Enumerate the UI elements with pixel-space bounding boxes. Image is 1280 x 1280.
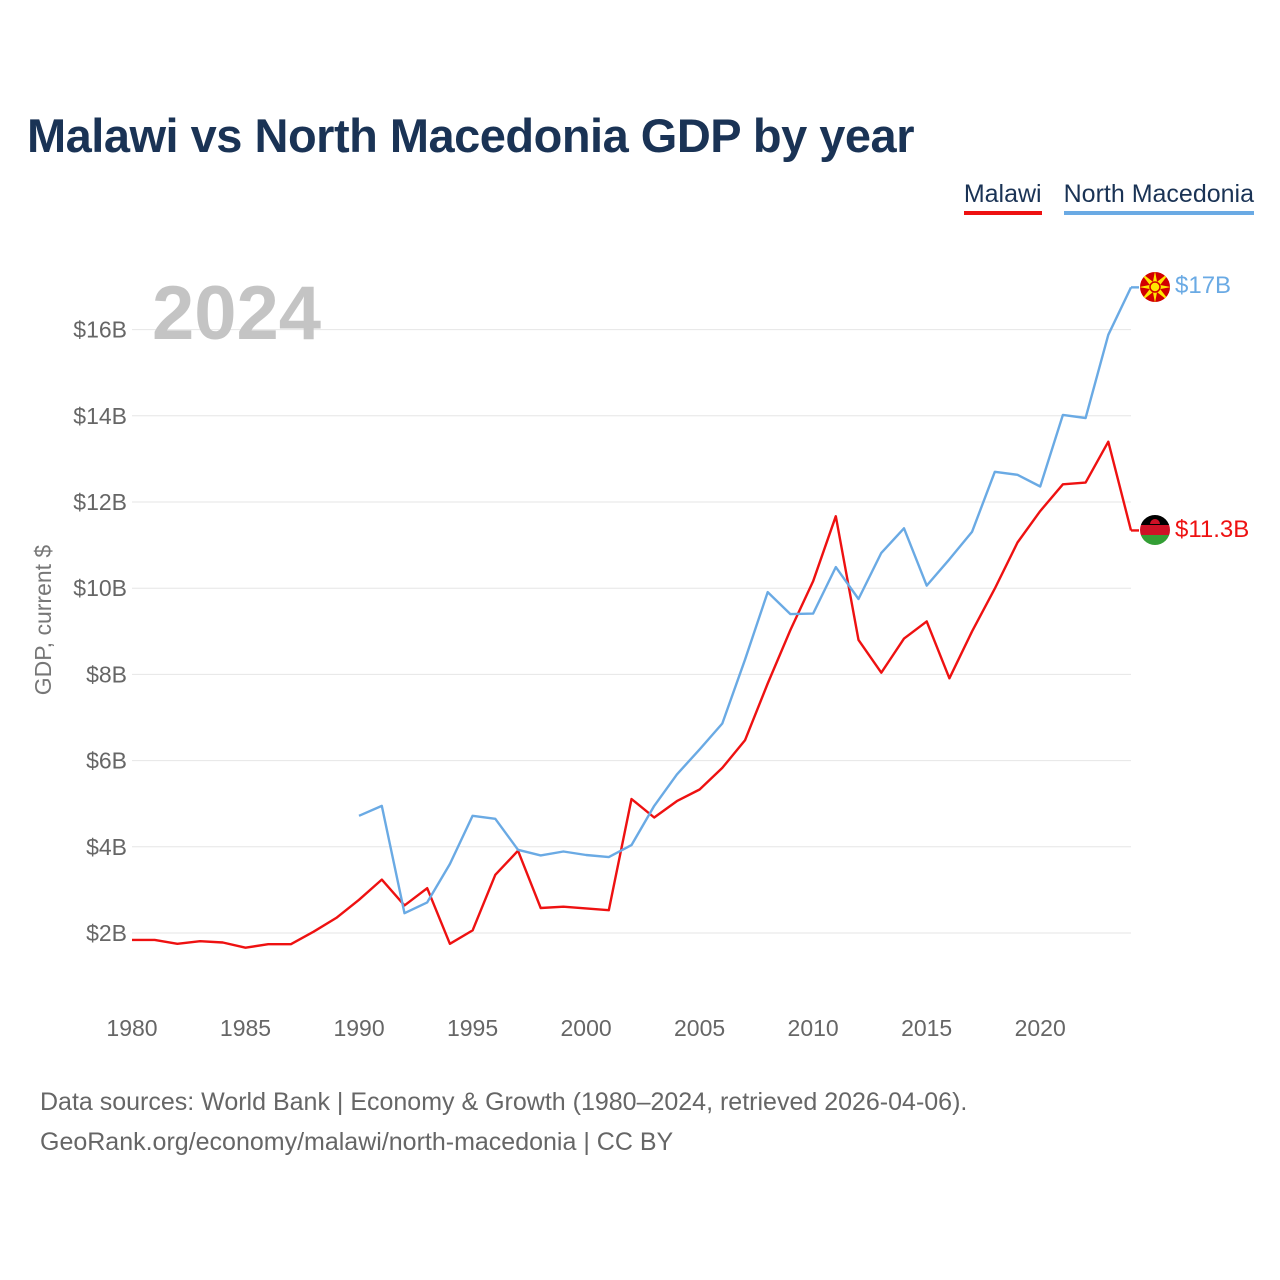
source-line-1: Data sources: World Bank | Economy & Gro… xyxy=(40,1088,968,1116)
y-axis-label: GDP, current $ xyxy=(30,545,56,696)
x-tick-label: 2000 xyxy=(561,1015,612,1041)
series-line-malawi[interactable] xyxy=(132,440,1133,949)
x-tick-label: 1990 xyxy=(333,1015,384,1041)
x-tick-label: 1995 xyxy=(447,1015,498,1041)
x-tick-label: 2015 xyxy=(901,1015,952,1041)
x-tick-label: 1980 xyxy=(106,1015,157,1041)
y-tick-label: $10B xyxy=(73,575,127,601)
north-macedonia-flag-icon xyxy=(1140,272,1170,302)
y-tick-label: $4B xyxy=(86,834,127,860)
series-line-north-macedonia[interactable] xyxy=(358,286,1133,915)
legend: Malawi North Macedonia xyxy=(963,180,1254,215)
source-line-2[interactable]: GeoRank.org/economy/malawi/north-macedon… xyxy=(40,1128,674,1156)
y-tick-label: $16B xyxy=(73,317,127,343)
gridlines xyxy=(132,329,1131,934)
overlay-year: 2024 xyxy=(152,271,321,356)
end-label-malawi: $11.3B xyxy=(1175,516,1249,543)
x-tick-label: 1985 xyxy=(220,1015,271,1041)
legend-item-north-macedonia[interactable]: North Macedonia xyxy=(1063,180,1254,215)
y-tick-label: $2B xyxy=(86,920,127,946)
y-axis-ticks: $2B $4B $6B $8B $10B $12B $14B $16B xyxy=(73,317,127,946)
x-tick-label: 2005 xyxy=(674,1015,725,1041)
y-tick-label: $14B xyxy=(73,403,127,429)
malawi-flag-icon xyxy=(1140,515,1170,545)
legend-item-malawi[interactable]: Malawi xyxy=(963,180,1042,215)
y-tick-label: $8B xyxy=(86,661,127,687)
footer-source: Data sources: World Bank | Economy & Gro… xyxy=(40,1082,967,1162)
series-lines xyxy=(132,286,1139,949)
x-tick-label: 2010 xyxy=(788,1015,839,1041)
y-tick-label: $12B xyxy=(73,489,127,515)
x-axis-ticks: 1980 1985 1990 1995 2000 2005 2010 2015 2020 xyxy=(106,1015,1065,1041)
chart-title: Malawi vs North Macedonia GDP by year xyxy=(27,109,914,162)
y-tick-label: $6B xyxy=(86,748,127,774)
end-label-north-macedonia: $17B xyxy=(1175,272,1231,299)
x-tick-label: 2020 xyxy=(1015,1015,1066,1041)
